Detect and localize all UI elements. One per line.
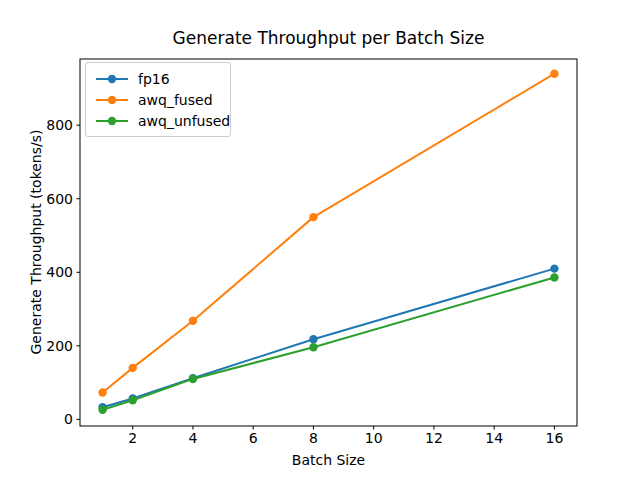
x-tick-label: 12 bbox=[425, 430, 443, 446]
legend-line-marker-icon bbox=[95, 74, 129, 84]
x-tick-label: 6 bbox=[249, 430, 258, 446]
series-line-awq_unfused bbox=[103, 277, 555, 409]
legend: fp16 awq_fused awq_unfused bbox=[85, 62, 231, 137]
legend-item-fp16: fp16 bbox=[95, 68, 222, 89]
y-axis-label: Generate Throughput (tokens/s) bbox=[28, 130, 44, 355]
y-tick-label: 800 bbox=[46, 117, 73, 133]
x-tick-label: 2 bbox=[128, 430, 137, 446]
series-marker-awq_unfused bbox=[550, 273, 558, 281]
series-marker-awq_unfused bbox=[189, 375, 197, 383]
legend-line-marker-icon bbox=[95, 95, 129, 105]
y-tick-label: 400 bbox=[46, 264, 73, 280]
y-tick-label: 600 bbox=[46, 191, 73, 207]
x-tick-label: 10 bbox=[365, 430, 383, 446]
series-marker-awq_fused bbox=[189, 317, 197, 325]
series-marker-awq_fused bbox=[550, 70, 558, 78]
x-tick-label: 8 bbox=[309, 430, 318, 446]
series-marker-awq_fused bbox=[129, 364, 137, 372]
x-axis-label: Batch Size bbox=[80, 452, 577, 468]
series-marker-fp16 bbox=[550, 264, 558, 272]
chart-title: Generate Throughput per Batch Size bbox=[80, 28, 577, 48]
legend-label: fp16 bbox=[138, 71, 170, 87]
legend-label: awq_unfused bbox=[138, 113, 230, 129]
series-marker-awq_unfused bbox=[309, 343, 317, 351]
legend-label: awq_fused bbox=[138, 92, 213, 108]
series-marker-awq_unfused bbox=[129, 396, 137, 404]
y-tick-label: 0 bbox=[64, 411, 73, 427]
x-tick-label: 4 bbox=[188, 430, 197, 446]
series-marker-fp16 bbox=[309, 335, 317, 343]
legend-line-marker-icon bbox=[95, 116, 129, 126]
chart-figure: 2 4 6 8 10 12 14 16 0 200 400 600 800 Generate Throu… bbox=[0, 0, 640, 480]
x-tick-label: 16 bbox=[545, 430, 563, 446]
series-marker-awq_fused bbox=[309, 213, 317, 221]
y-tick-label: 200 bbox=[46, 338, 73, 354]
x-tick-label: 14 bbox=[485, 430, 503, 446]
series-marker-awq_fused bbox=[98, 388, 106, 396]
legend-item-awq-unfused: awq_unfused bbox=[95, 110, 222, 131]
legend-item-awq-fused: awq_fused bbox=[95, 89, 222, 110]
series-marker-awq_unfused bbox=[98, 406, 106, 414]
